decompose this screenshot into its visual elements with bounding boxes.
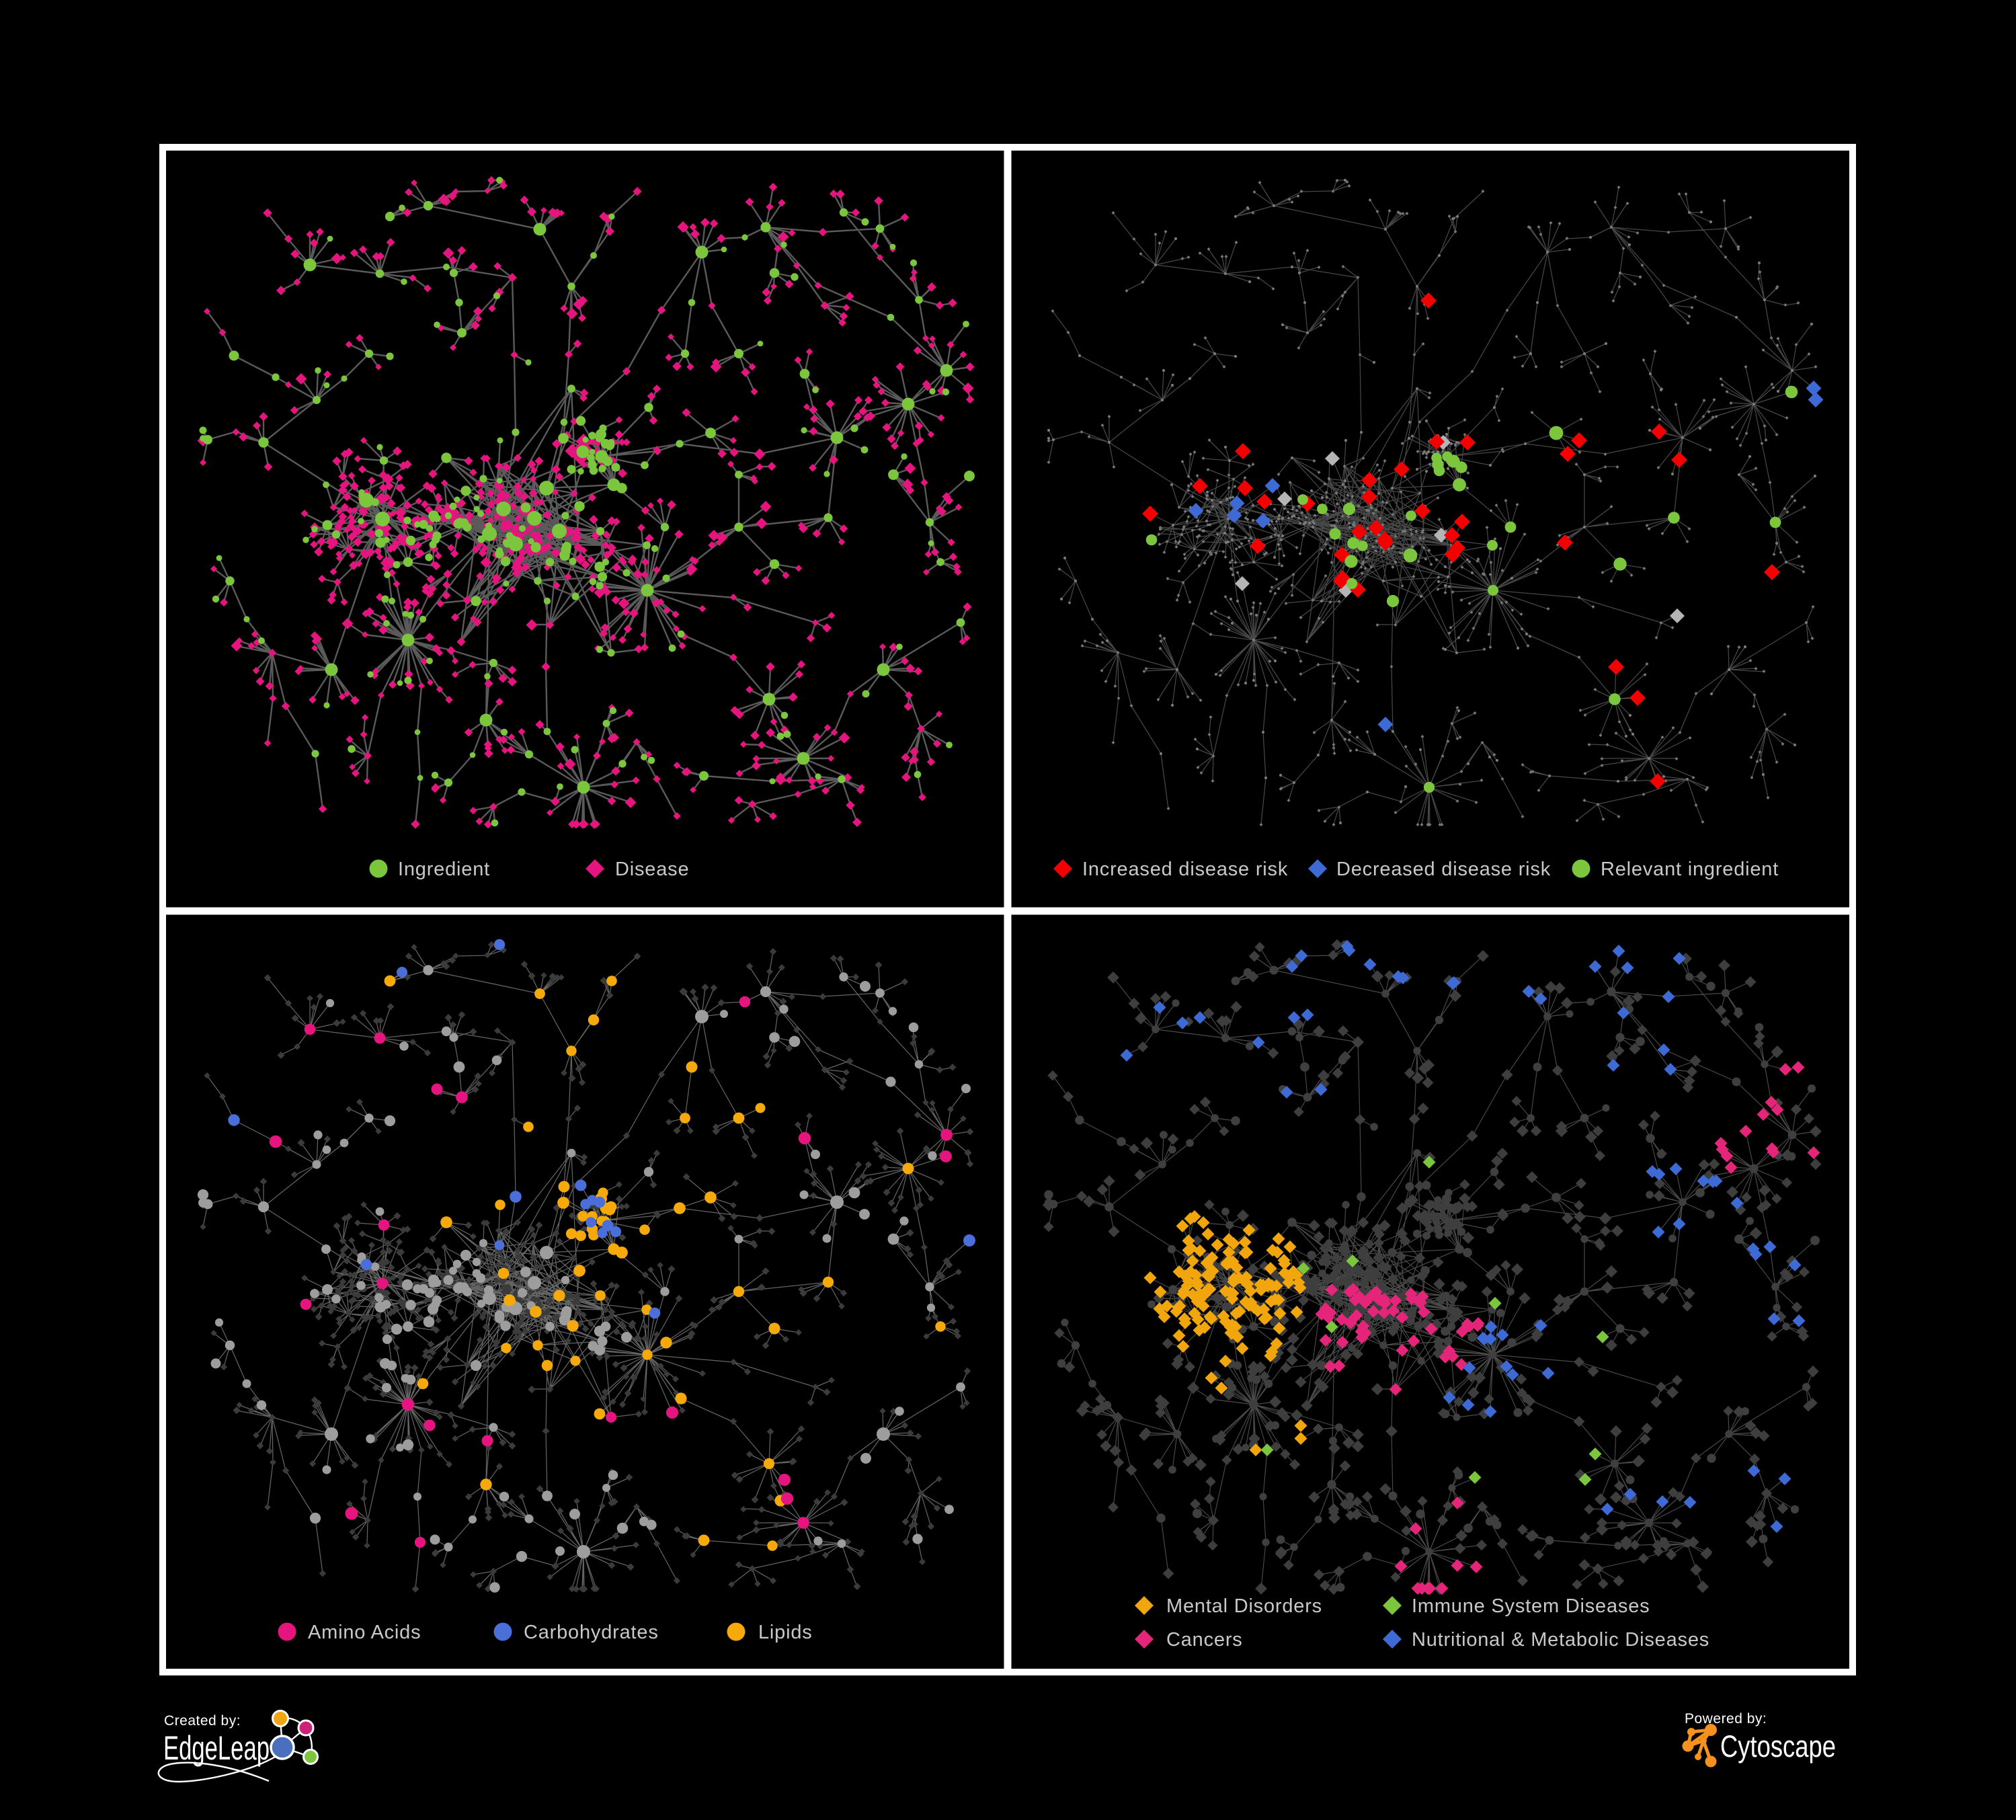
svg-text:EdgeLeap: EdgeLeap xyxy=(163,1729,270,1767)
svg-text:Created by:: Created by: xyxy=(164,1713,241,1729)
svg-text:Mental Disorders: Mental Disorders xyxy=(1166,1595,1322,1617)
svg-text:Increased disease risk: Increased disease risk xyxy=(1082,859,1288,880)
svg-text:Decreased disease risk: Decreased disease risk xyxy=(1336,859,1551,880)
svg-text:Disease: Disease xyxy=(615,859,689,880)
svg-text:Cancers: Cancers xyxy=(1166,1629,1243,1651)
svg-text:Cytoscape: Cytoscape xyxy=(1720,1729,1836,1764)
svg-text:Relevant ingredient: Relevant ingredient xyxy=(1601,859,1779,880)
svg-text:Amino Acids: Amino Acids xyxy=(308,1622,421,1643)
svg-text:Carbohydrates: Carbohydrates xyxy=(524,1622,659,1643)
svg-text:Lipids: Lipids xyxy=(758,1622,813,1643)
svg-text:Ingredient: Ingredient xyxy=(398,859,490,880)
svg-text:Powered by:: Powered by: xyxy=(1685,1711,1767,1727)
svg-text:Nutritional & Metabolic Diseas: Nutritional & Metabolic Diseases xyxy=(1412,1629,1709,1651)
svg-text:Immune System Diseases: Immune System Diseases xyxy=(1412,1595,1650,1617)
